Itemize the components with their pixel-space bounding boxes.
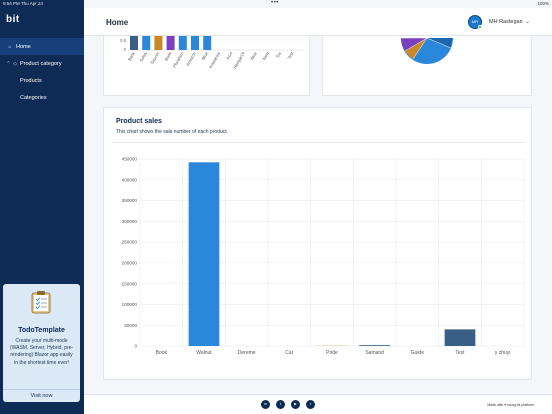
user-name[interactable]: MH Rastegari [489, 19, 523, 25]
status-time: 9:54 PM Thu Apr 24 [3, 1, 43, 6]
youtube-icon[interactable]: ▶ [291, 400, 300, 409]
bar[interactable] [142, 36, 151, 50]
linkedin-icon[interactable]: in [261, 400, 270, 409]
product-sales-card: Product sales This chart shows the sale … [103, 107, 532, 380]
bar[interactable] [154, 36, 163, 50]
x-tick-label: Sofas [138, 51, 148, 63]
tick-label: 0.5 [120, 38, 126, 43]
footer: in t ▶ t Made with ♥ using bit platform [84, 394, 552, 414]
x-tick-label: Pluralism [172, 51, 185, 69]
promo-card: TodoTemplate Create your multi-mode (WAS… [3, 284, 80, 402]
twitter-icon[interactable]: t [306, 400, 315, 409]
y-tick-label: 450000 [122, 157, 138, 162]
home-icon: ⌂ [8, 43, 12, 50]
x-tick-label: Book [156, 350, 168, 356]
x-tick-label: Bank [127, 50, 137, 62]
multitask-dots[interactable]: ••• [271, 0, 279, 6]
avatar[interactable]: MR [468, 15, 482, 29]
chevron-up-icon: ⌃ [6, 60, 11, 67]
sidebar-item-label: Categories [20, 94, 47, 101]
sidebar-item-label: Products [20, 77, 42, 84]
made-with-text: Made with ♥ using bit platform [487, 403, 534, 407]
y-tick-label: 100000 [122, 302, 138, 307]
x-tick-label: Industries [208, 51, 221, 69]
x-tick-label: Samand [365, 350, 384, 356]
bar-samand[interactable] [359, 345, 391, 346]
bar[interactable] [191, 36, 199, 50]
x-tick-label: Saucer [149, 50, 160, 65]
bar-test[interactable] [444, 329, 476, 346]
x-tick-label: Test [286, 50, 295, 60]
x-tick-label: Blue [249, 50, 258, 60]
y-tick-label: 50000 [124, 323, 137, 328]
sidebar-item-categories[interactable]: Categories [0, 89, 84, 106]
x-tick-label: y zhuyi [495, 350, 511, 356]
category-pie-chart-card [322, 36, 532, 96]
divider [112, 142, 525, 143]
status-bar: 9:54 PM Thu Apr 24 ••• 100% [0, 0, 552, 8]
y-tick-label: 250000 [122, 240, 138, 245]
bar[interactable] [166, 36, 175, 50]
product-sales-subtitle: This chart shows the sale number of each… [116, 129, 229, 135]
sidebar-item-products[interactable]: Products [0, 72, 84, 89]
product-sales-chart: 0 50000 100000 150000 200000 250000 300000 3500… [122, 157, 525, 356]
twitter-icon[interactable]: t [276, 400, 285, 409]
pie-slice [401, 38, 427, 51]
y-tick-label: 400000 [122, 177, 138, 182]
product-sales-title: Product sales [116, 118, 162, 125]
sidebar-item-label: Product category [20, 60, 62, 67]
category-pie-chart [401, 37, 453, 64]
pie-slice [405, 38, 427, 59]
x-tick-label: Walnut [196, 350, 212, 356]
x-tick-label: Dereme [238, 350, 256, 356]
x-tick-label: Guide [411, 350, 425, 356]
promo-title: TodoTemplate [18, 327, 65, 334]
app-header: Home MR MH Rastegari ⌄ [84, 8, 552, 36]
sidebar-item-home[interactable]: ⌂ Home [0, 38, 84, 55]
sidebar: bit ⌂ Home ⌃ ◇ Product category Products… [0, 0, 84, 414]
brand-logo[interactable]: bit [6, 14, 20, 25]
y-tick-label: 350000 [122, 198, 138, 203]
promo-text: Create your multi-mode (WASM, Server, Hy… [9, 338, 74, 366]
y-tick-label: 200000 [122, 260, 138, 265]
clipboard-icon [31, 291, 51, 314]
x-tick-label: Blue [201, 50, 210, 60]
sidebar-nav: ⌂ Home ⌃ ◇ Product category Products Cat… [0, 38, 84, 106]
sidebar-item-product-category[interactable]: ⌃ ◇ Product category [0, 55, 84, 72]
tag-icon: ◇ [13, 60, 17, 67]
battery-level: 100% [537, 1, 549, 6]
visit-now-link[interactable]: Visit now [3, 389, 80, 402]
products-bar-chart: 0.5 0 Bank Sofas Saucer Buds Pluralism Amazon… [120, 36, 304, 69]
x-tick-label: Amazon [185, 50, 197, 66]
x-tick-label: New [262, 50, 271, 61]
sidebar-item-label: Home [16, 43, 31, 50]
online-status-dot [478, 25, 482, 29]
y-tick-label: 150000 [122, 281, 138, 286]
x-tick-label: Hangar19 [232, 50, 246, 69]
products-bar-chart-card: 0.5 0 Bank Sofas Saucer Buds Pluralism Amazon… [103, 36, 310, 96]
x-tick-label: Car [285, 350, 293, 356]
x-tick-label: Buds [163, 51, 172, 62]
x-tick-label: Toy [275, 50, 283, 59]
bar-walnut[interactable] [188, 162, 220, 346]
y-tick-label: 300000 [122, 219, 138, 224]
bar[interactable] [178, 36, 187, 50]
bar[interactable] [130, 36, 138, 50]
bar[interactable] [203, 36, 212, 50]
avatar-initials: MR [471, 19, 479, 24]
y-tick-label: 0 [134, 344, 137, 349]
page-title: Home [106, 18, 129, 27]
x-tick-label: Test [455, 350, 465, 356]
x-tick-label: Acid [225, 50, 234, 60]
x-tick-label: Pride [326, 350, 338, 356]
tick-label: 0 [124, 47, 127, 52]
chevron-down-icon[interactable]: ⌄ [525, 19, 531, 25]
